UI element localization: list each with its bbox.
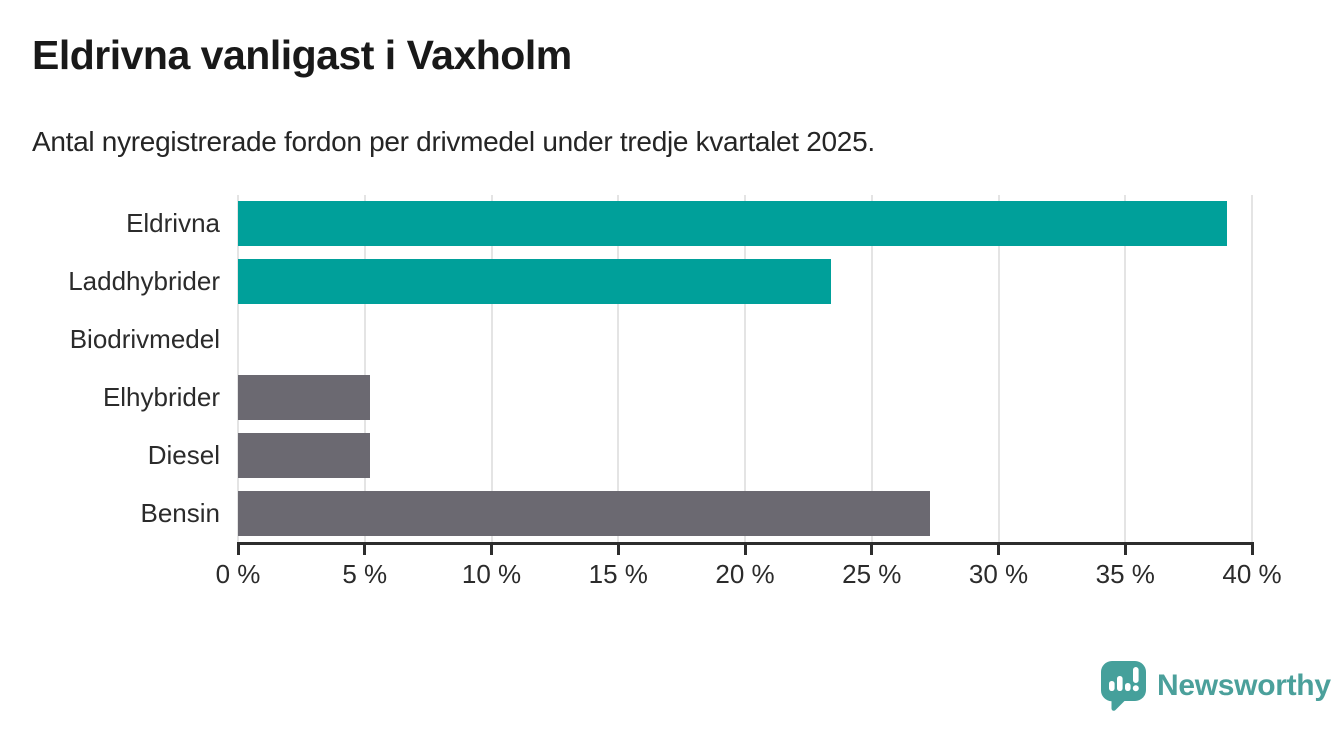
category-label: Elhybrider xyxy=(102,381,220,412)
gridline xyxy=(744,195,746,542)
bar xyxy=(238,259,832,305)
x-tick-label: 25 % xyxy=(842,559,902,589)
x-tick-label: 40 % xyxy=(1222,559,1282,589)
x-tick-label: 20 % xyxy=(715,559,775,589)
bar-glyph-3 xyxy=(1125,683,1131,691)
x-tick xyxy=(1123,542,1127,555)
bar-row: Elhybrider xyxy=(103,369,1252,427)
bar-row: Diesel xyxy=(148,426,1252,484)
x-tick xyxy=(236,542,240,555)
category-label: Eldrivna xyxy=(126,208,220,239)
newsworthy-branding: Newsworthy xyxy=(1100,660,1331,712)
x-tick xyxy=(997,542,1000,555)
gridline xyxy=(617,195,620,542)
x-tick xyxy=(743,542,747,555)
exclamation-line xyxy=(1133,667,1139,683)
x-tick xyxy=(616,542,620,555)
x-tick-label: 10 % xyxy=(461,559,522,589)
bar xyxy=(238,201,1227,247)
chart-subtitle: Antal nyregistrerade fordon per drivmede… xyxy=(32,126,875,157)
bar-row: Eldrivna xyxy=(126,195,1252,253)
bar-glyph-2 xyxy=(1117,676,1123,691)
gridline xyxy=(1251,195,1253,542)
x-tick-label: 0 % xyxy=(215,559,261,589)
x-tick-label: 30 % xyxy=(968,559,1029,589)
gridline xyxy=(490,195,493,542)
x-tick-label: 35 % xyxy=(1095,559,1155,589)
x-tick-label: 5 % xyxy=(342,559,388,589)
bar xyxy=(238,374,370,420)
bar-row: Laddhybrider xyxy=(68,253,1252,311)
x-tick xyxy=(1250,542,1254,555)
gridline xyxy=(363,195,366,542)
category-label: Diesel xyxy=(147,439,220,470)
x-tick-label: 15 % xyxy=(588,559,648,589)
gridline xyxy=(870,195,873,542)
newsworthy-logo-icon xyxy=(1100,661,1146,711)
category-label: Bensin xyxy=(140,497,221,528)
gridline xyxy=(997,195,1000,542)
x-tick xyxy=(870,542,874,555)
plot-area: Eldrivna Laddhybrider Biodrivmedel Elhybrid… xyxy=(68,195,1253,542)
page-title: Eldrivna vanligast i Vaxholm xyxy=(32,32,572,78)
category-label: Laddhybrider xyxy=(68,266,220,297)
x-tick xyxy=(490,542,493,555)
gridline xyxy=(1124,195,1127,542)
x-tick xyxy=(363,542,367,555)
bar-row: Biodrivmedel xyxy=(70,311,1252,369)
bar-row: Bensin xyxy=(141,484,1252,542)
category-label: Biodrivmedel xyxy=(69,324,220,355)
bar xyxy=(238,490,931,536)
bar-glyph-1 xyxy=(1109,681,1115,691)
speech-bubble-shape xyxy=(1100,661,1146,711)
gridline xyxy=(237,195,239,542)
x-axis: 0 % 5 % 10 % 15 % 20 % 25 % 30 % 35 % 40 % xyxy=(216,542,1282,589)
exclamation-dot xyxy=(1132,685,1139,692)
newsworthy-logo-text: Newsworthy xyxy=(1157,669,1331,702)
bar xyxy=(238,432,370,478)
